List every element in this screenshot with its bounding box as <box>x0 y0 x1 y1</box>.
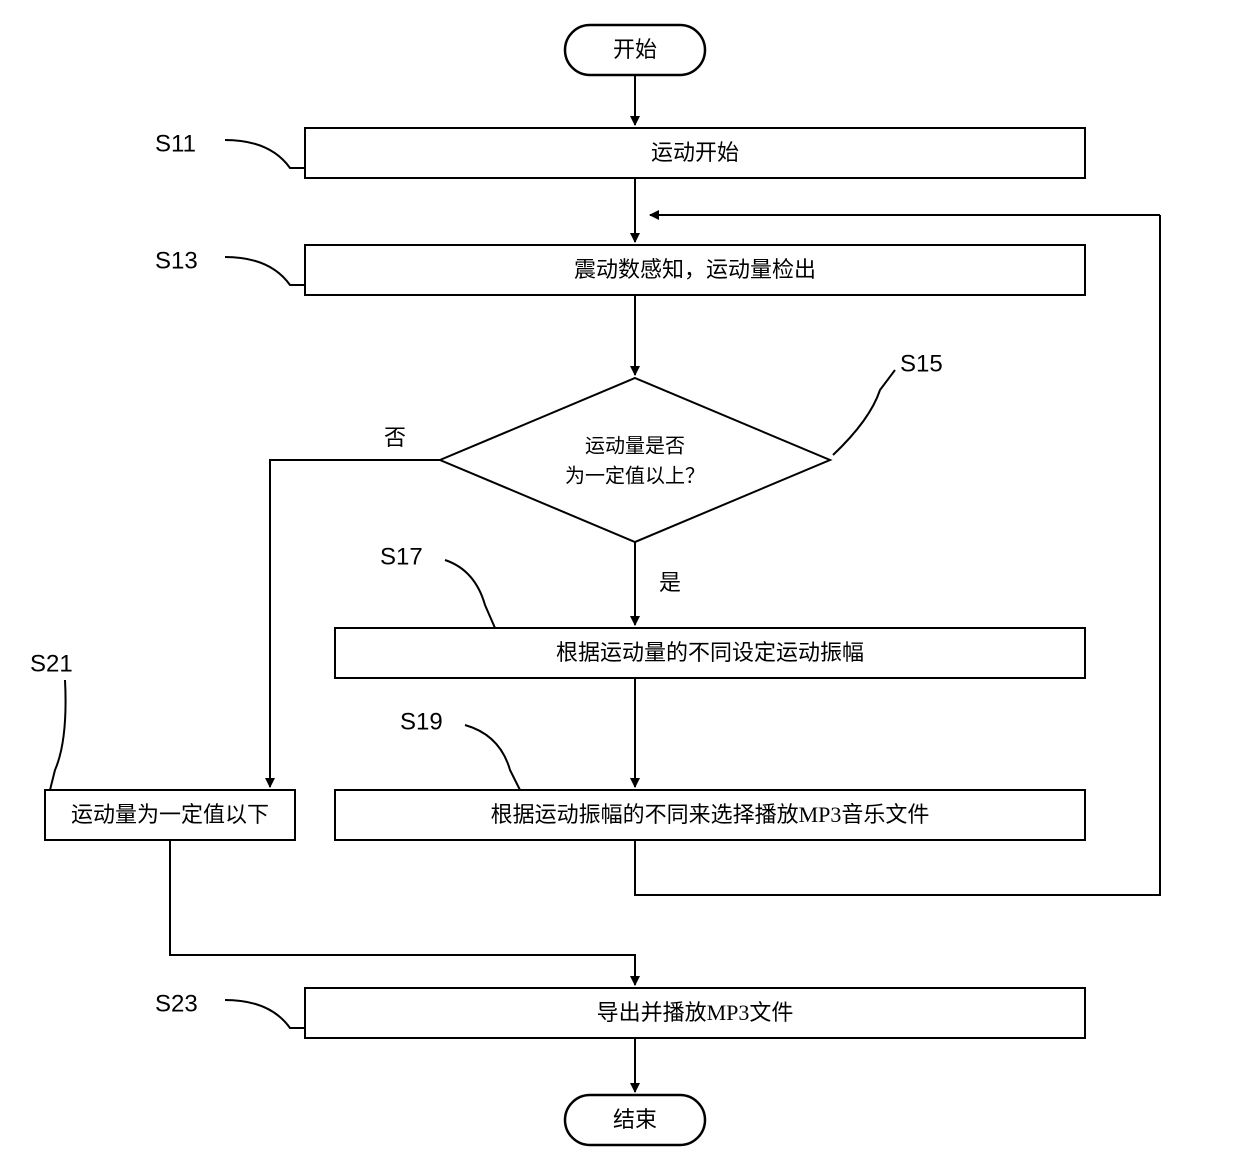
s19-text: 根据运动振幅的不同来选择播放MP3音乐文件 <box>491 802 930 827</box>
s13-text: 震动数感知，运动量检出 <box>574 257 816 282</box>
s15-text1: 运动量是否 <box>585 435 685 458</box>
s15-id: S15 <box>900 350 943 377</box>
s21-leader <box>50 680 66 790</box>
s23-id: S23 <box>155 990 198 1017</box>
s13-leader <box>225 257 305 285</box>
start-label: 开始 <box>613 37 657 62</box>
edge-s15-s21 <box>270 460 440 787</box>
s11-id: S11 <box>155 130 196 157</box>
s23-leader <box>225 1000 305 1028</box>
s11-text: 运动开始 <box>651 140 739 165</box>
s17-id: S17 <box>380 543 423 570</box>
edge-s21-s23 <box>170 840 635 985</box>
s17-text: 根据运动量的不同设定运动振幅 <box>556 640 864 665</box>
end-label: 结束 <box>613 1107 657 1132</box>
s23-text: 导出并播放MP3文件 <box>597 1000 794 1025</box>
s15-leader <box>833 370 895 455</box>
s17-leader <box>445 560 495 628</box>
s15-decision <box>440 378 830 542</box>
s11-leader <box>225 140 305 168</box>
s21-text: 运动量为一定值以下 <box>71 802 269 827</box>
s21-id: S21 <box>30 650 73 677</box>
s19-id: S19 <box>400 708 443 735</box>
flowchart: 开始 运动开始 S11 震动数感知，运动量检出 S13 运动量是否 为一定值以上… <box>0 0 1240 1162</box>
yes-label: 是 <box>659 570 681 595</box>
s19-leader <box>465 725 520 790</box>
s13-id: S13 <box>155 247 198 274</box>
no-label: 否 <box>384 425 406 450</box>
s15-text2: 为一定值以上？ <box>565 465 705 488</box>
